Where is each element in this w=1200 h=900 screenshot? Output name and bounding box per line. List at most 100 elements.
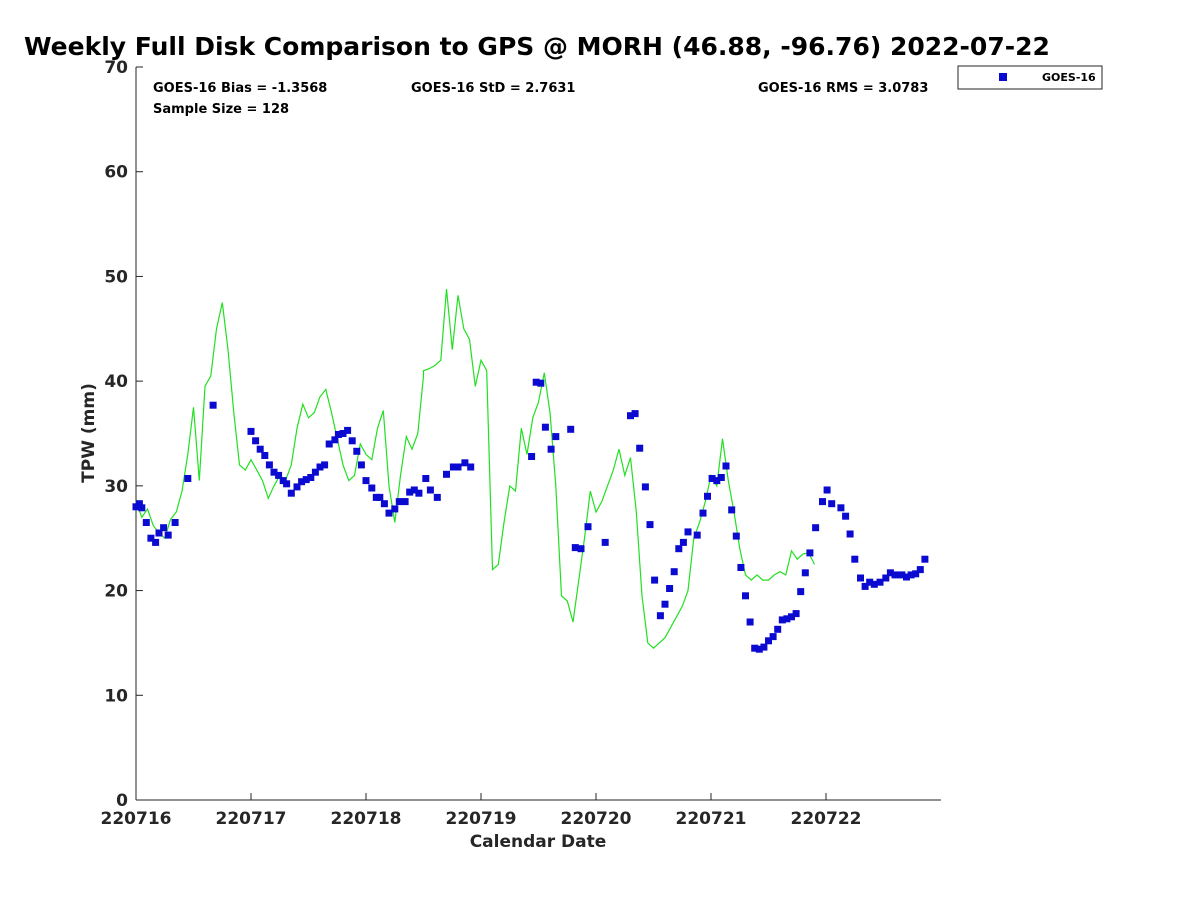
goes-data-point [651,576,659,584]
goes-data-point [298,478,306,486]
goes-data-point [861,582,869,590]
std-stat: GOES-16 StD = 2.7631 [411,81,575,96]
goes-data-point [699,509,707,517]
goes-data-point [666,585,674,592]
goes-data-point [152,538,160,546]
goes-data-point [261,452,269,459]
goes-data-point [837,504,845,512]
goes-data-point [275,471,283,479]
goes-data-point [921,555,929,563]
goes-data-point [391,505,399,513]
goes-data-point [866,578,874,586]
goes-data-point [147,534,155,542]
bias-stat: GOES-16 Bias = -1.3568 [153,81,327,96]
y-tick-label: 10 [104,686,128,706]
goes-data-point [155,529,163,537]
goes-data-point [443,470,450,478]
goes-data-point [454,463,462,471]
goes-data-point [693,531,701,539]
goes-data-point [344,426,352,434]
goes-data-point [293,483,301,491]
goes-data-point [891,571,899,579]
y-tick-label: 0 [116,791,128,811]
goes-data-point [302,476,310,484]
goes-data-point [778,616,786,624]
goes-data-point [316,463,324,471]
goes-data-point [395,498,403,506]
goes-data-point [656,612,664,620]
goes-data-point [742,592,749,600]
goes-data-point [138,504,146,512]
goes-data-point [547,445,555,453]
goes-data-point [571,544,579,552]
y-tick-label: 60 [104,163,128,183]
goes-data-point [283,480,291,488]
goes-data-point [171,519,179,526]
goes-data-point [325,440,333,448]
goes-data-point [385,509,393,517]
y-axis-label: TPW (mm) [79,383,99,483]
goes-data-point [912,570,920,578]
goes-data-point [532,378,540,386]
goes-data-point [907,571,915,579]
chart-title: Weekly Full Disk Comparison to GPS @ MOR… [24,32,1050,61]
goes-data-point [537,379,545,387]
goes-data-point [792,610,800,618]
goes-data-point [717,474,725,481]
goes-data-point [401,498,409,506]
goes-data-point [577,545,585,553]
goes-data-point [368,484,376,492]
goes-data-point [357,461,365,469]
goes-data-point [376,493,384,501]
goes-data-point [528,453,536,460]
goes-data-point [898,571,906,579]
goes-data-point [410,486,418,494]
goes-data-point [142,519,150,526]
goes-data-point [812,524,820,532]
goes-data-point [270,468,278,476]
goes-data-point [415,489,423,497]
x-tick-label: 220720 [561,809,632,829]
goes-data-point [209,401,217,409]
x-tick-label: 220719 [446,809,517,829]
sample-size-stat: Sample Size = 128 [153,102,289,117]
goes-data-point [846,530,854,538]
goes-data-point [819,498,826,506]
goes-data-point [584,523,592,531]
goes-data-point [184,475,192,482]
goes-data-point [823,486,831,494]
goes-data-point [461,459,469,467]
goes-data-point [631,410,639,418]
goes-data-point [265,461,273,469]
x-axis-label: Calendar Date [470,832,607,852]
legend-label-goes: GOES-16 [1042,71,1096,84]
legend-marker-goes [999,73,1007,81]
goes-data-point [339,430,347,437]
goes-data-point [774,625,782,633]
x-tick-label: 220721 [676,809,747,829]
goes-data-point [467,463,475,471]
goes-data-point [713,477,721,485]
goes-data-point [751,644,759,652]
x-tick-label: 220716 [101,809,172,829]
gps-series-line [135,288,816,650]
goes-data-point [788,613,795,621]
goes-data-point [160,524,168,532]
legend: GOES-16 [957,65,1103,90]
goes-data-point [661,600,669,608]
goes-data-point [247,427,255,435]
goes-data-point [806,549,814,557]
goes-data-point [755,645,763,653]
x-tick-label: 220717 [216,809,287,829]
goes-data-point [331,436,339,444]
plot-area [136,67,941,800]
goes-data-point [670,568,678,576]
goes-data-point [746,618,754,626]
goes-data-point [362,477,370,485]
goes-data-point [321,461,329,469]
goes-data-point [422,475,430,482]
goes-data-point [679,538,687,546]
goes-data-point [135,500,143,508]
goes-data-point [903,573,910,581]
